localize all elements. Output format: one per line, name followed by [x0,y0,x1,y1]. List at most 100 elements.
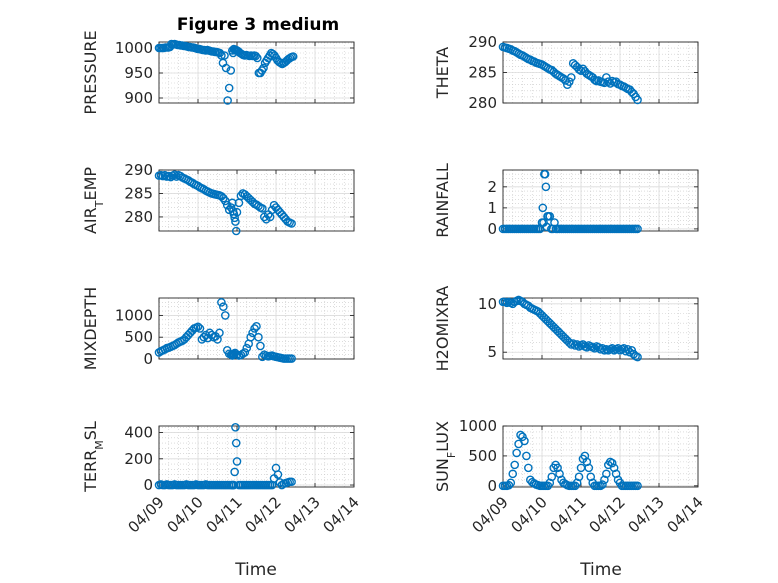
subplot-pressure: 900 950 1000 PRESSURE [81,30,355,115]
data-point [621,346,631,356]
data-point [223,96,232,105]
data-point [251,51,261,61]
y-tick-label: 5 [487,343,497,361]
x-tick-label: 04/09 [469,493,512,536]
data-point [230,467,239,477]
y-tick-label: 0 [143,350,153,368]
axes-box [158,169,355,232]
data-point [231,226,241,236]
y-axis-label: MIXDEPTH [81,287,100,370]
subplot-air-temp: 280 285 290 AIRTEMP [81,161,355,236]
data-point [572,340,582,349]
data-point [541,182,551,192]
data-point [220,51,229,60]
y-tick-label: 200 [124,450,153,468]
axes-box [502,169,699,232]
data-point [538,203,548,213]
y-tick-label: 500 [468,447,497,465]
data-point [516,430,525,440]
x-tick-label: 04/13 [281,493,324,536]
data-point [574,472,584,482]
y-tick-label: 950 [124,64,153,82]
y-tick-label: 400 [124,424,153,442]
data-point [224,83,234,93]
y-tick-label: 1000 [115,306,153,324]
x-tick-label: 04/11 [203,493,246,536]
data-point [250,324,259,333]
data-point [287,477,296,487]
data-point [254,332,263,342]
data-point [215,328,224,338]
y-tick-label: 0 [143,476,153,494]
y-tick-label: 1000 [115,39,153,57]
data-point [170,170,179,179]
data-point [220,311,230,320]
data-point [508,469,518,479]
x-tick-label: 04/14 [664,493,707,536]
data-point [633,352,642,362]
data-point [232,207,242,217]
data-point [600,78,609,88]
x-tick-label: 04/11 [547,493,590,536]
x-tick-label: 04/12 [586,493,629,536]
y-tick-label: 290 [468,33,497,51]
y-axis-label: RAINFALL [433,163,452,238]
subplot-rainfall: 0 1 2 RAINFALL [433,163,699,238]
data-point [504,480,514,490]
x-axis-label-left: Time [234,560,277,580]
y-axis-label: TERRMSL [81,421,106,493]
data-point [506,478,516,488]
y-tick-label: 1 [487,199,497,217]
axes-box [158,297,355,360]
data-point [547,472,557,482]
data-point [598,344,607,353]
data-point [287,219,296,228]
data-point [633,481,642,491]
data-point [231,423,240,432]
y-axis-label: SUNFLUX [433,421,458,492]
y-tick-label: 1000 [459,417,497,435]
data-point [566,73,576,82]
data-point [242,343,252,353]
data-point [633,224,642,234]
y-tick-label: 285 [468,64,497,82]
data-point [522,451,531,461]
data-point [224,205,234,215]
data-point [607,458,617,468]
data-point [510,460,520,470]
data-point [633,95,642,105]
y-tick-label: 280 [124,208,153,226]
data-point [226,66,236,75]
data-point [520,436,529,446]
data-point [524,463,533,473]
data-point [602,469,611,479]
data-point [236,191,246,201]
data-point [219,302,228,312]
data-point [252,53,262,63]
x-axis-label-right: Time [579,560,622,580]
axes-box [158,41,355,104]
x-tick-label: 04/12 [242,493,285,536]
data-point [582,343,592,352]
data-point [248,328,257,338]
figure-title: Figure 3 medium [177,15,339,35]
data-point [240,348,250,357]
y-axis-label: PRESSURE [81,30,100,114]
y-tick-label: 285 [124,184,153,202]
x-tick-label: 04/14 [320,493,363,536]
y-axis-label: AIRTEMP [81,167,106,234]
data-point [172,172,181,181]
y-axis-label: THETA [433,47,452,99]
y-tick-label: 0 [487,220,497,238]
y-tick-label: 290 [124,161,153,179]
data-point [540,169,550,179]
x-tick-label: 04/09 [125,493,168,536]
y-tick-label: 500 [124,328,153,346]
data-point [565,77,574,86]
data-point [607,344,617,353]
data-point [258,204,267,213]
data-point [231,217,240,226]
x-tick-label: 04/13 [625,493,668,536]
subplot-h2omixra: 5 10 H2OMIXRA [433,286,699,371]
